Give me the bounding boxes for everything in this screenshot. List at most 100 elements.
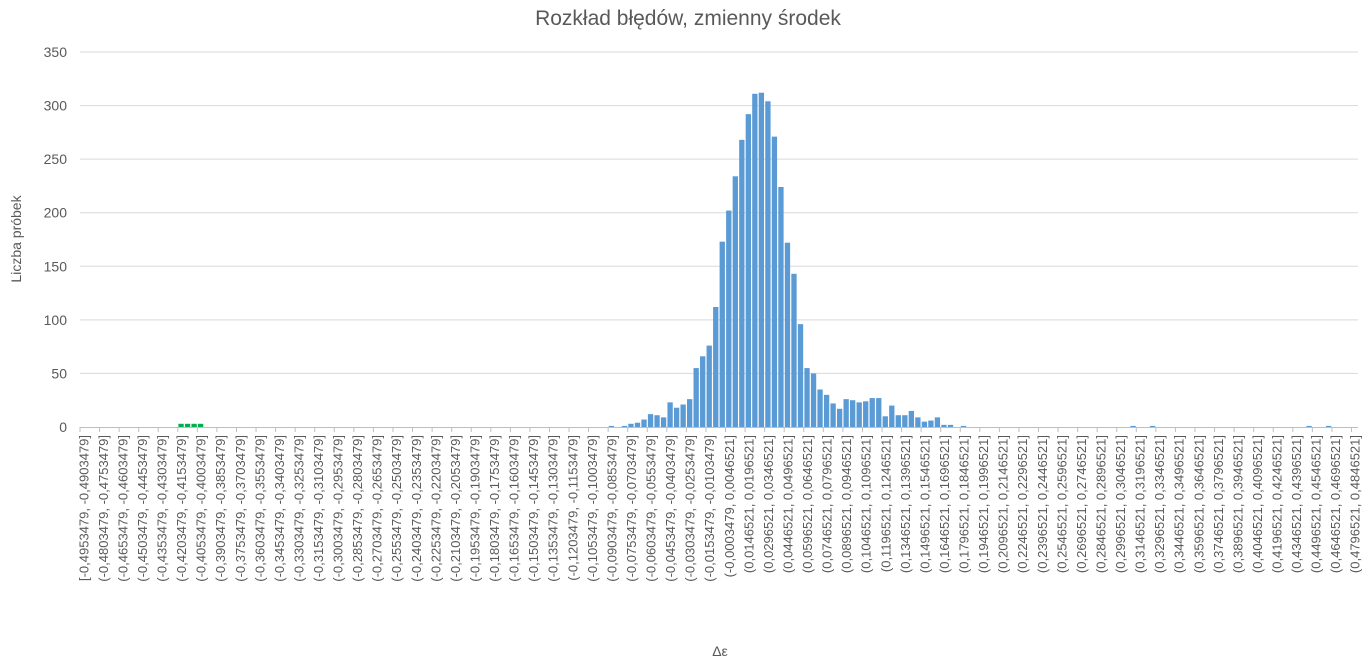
x-tick-label: (-0,2703479, -0,2653479] [370,435,385,582]
x-tick-label: (-0,2403479, -0,2353479] [409,435,424,582]
histogram-bar [960,425,967,427]
x-tick-label: (-0,3753479, -0,3703479] [233,435,248,582]
x-tick-label: (0,1046521, 0,1096521] [859,435,874,573]
histogram-bar [673,407,680,427]
histogram-bar [778,187,784,427]
histogram-bar [745,114,751,427]
x-tick-label: [-0,4953479, -0,4903479] [76,435,91,581]
x-tick-label: (-0,3453479, -0,3403479] [272,435,287,582]
histogram-bar [621,425,628,427]
x-tick-label: (-0,3303479, -0,3253479] [291,435,306,582]
histogram-bar [713,307,719,427]
x-tick-label: (0,2996521, 0,3046521] [1113,435,1128,573]
x-tick-label: (-0,0303479, -0,0253479] [683,435,698,582]
x-tick-label: (0,2396521, 0,2446521] [1035,435,1050,573]
x-tick-label: (0,2546521, 0,2596521] [1054,435,1069,573]
x-tick-label: (0,4496521, 0,4546521] [1309,435,1324,573]
x-tick-label: (-0,2103479, -0,2053479] [448,435,463,582]
histogram-bar [700,356,706,427]
x-tick-label: (0,1646521, 0,1696521] [937,435,952,573]
histogram-bar [797,324,804,427]
x-tick-label: (-0,1653479, -0,1603479] [507,435,522,582]
y-tick-label: 50 [51,365,67,381]
x-tick-label: (-0,4653479, -0,4603479] [115,435,130,582]
x-tick-label: (0,0296521, 0,0346521] [761,435,776,573]
x-tick-label: (0,4796521, 0,4846521] [1348,435,1363,573]
y-axis-label: Liczba próbek [8,194,24,282]
x-tick-label: (0,1346521, 0,1396521] [898,435,913,573]
x-tick-label: (0,0596521, 0,0646521] [800,435,815,573]
x-tick-label: (-0,0603479, -0,0553479] [644,435,659,582]
x-tick-label: (0,2696521, 0,2746521] [1074,435,1089,573]
x-tick-label: (-0,0453479, -0,0403479] [663,435,678,582]
x-tick-label: (-0,1503479, -0,1453479] [526,435,541,582]
x-tick-label: (-0,3003479, -0,2953479] [331,435,346,582]
y-tick-label: 150 [44,258,68,274]
x-tick-label: (0,3896521, 0,3946521] [1230,435,1245,573]
histogram-bar [869,398,875,427]
x-tick-label: (-0,3153479, -0,3103479] [311,435,326,582]
histogram-bar [178,423,184,427]
x-tick-label: (-0,4053479, -0,4003479] [194,435,209,582]
histogram-bar [856,402,862,427]
x-tick-label: (-0,3903479, -0,3853479] [213,435,228,582]
histogram-bar [732,176,738,427]
histogram-bar [843,399,849,427]
x-tick-label: (0,2846521, 0,2896521] [1093,435,1108,573]
histogram-bar [1306,425,1312,427]
y-axis-ticks: 0 50 100 150 200 250 300 350 [44,44,68,435]
x-tick-label: (-0,4803479, -0,4753479] [96,435,111,582]
x-tick-label: (0,4046521, 0,4096521] [1250,435,1265,573]
x-tick-label: (-0,1203479, -0,1153479] [565,435,580,581]
x-tick-label: (0,2246521, 0,2296521] [1015,435,1030,573]
histogram-bar [647,414,654,427]
gridlines [80,51,1358,374]
bars [178,92,1332,428]
histogram-bar [1326,425,1332,427]
x-tick-label: (-0,1803479, -0,1753479] [487,435,502,582]
x-tick-label: (-0,1953479, -0,1903479] [467,435,482,582]
x-tick-label: (0,3746521, 0,3796521] [1211,435,1226,573]
histogram-bar [804,368,810,427]
x-tick-label: (-0,4503479, -0,4453479] [135,435,150,582]
histogram-bar [902,415,908,427]
x-tick-label: (-0,4203479, -0,4153479] [174,435,189,582]
histogram-bar [947,424,954,427]
histogram-bar [628,423,634,427]
x-tick-label: (-0,0753479, -0,0703479] [624,435,639,582]
histogram-bar [739,139,745,428]
histogram-bar [608,425,615,427]
x-tick-label: (0,0446521, 0,0496521] [780,435,795,573]
y-tick-label: 350 [44,44,68,60]
y-tick-label: 250 [44,151,68,167]
histogram-bar [928,420,934,427]
x-tick-label: (0,4196521, 0,4246521] [1269,435,1284,573]
histogram-bar [915,417,921,427]
x-tick-label: (-0,2853479, -0,2803479] [350,435,365,582]
histogram-bar [921,421,928,427]
x-tick-label: (-0,2553479, -0,2503479] [389,435,404,582]
histogram-bar [836,408,843,427]
histogram-bar [1130,425,1136,427]
histogram-bar [876,398,882,427]
x-tick-label: (0,3446521, 0,3496521] [1172,435,1187,573]
histogram-bar [941,424,947,427]
histogram-bar [680,404,686,427]
histogram-bar [693,368,699,427]
x-tick-label: (0,3296521, 0,3346521] [1152,435,1167,573]
x-tick-label: (0,3596521, 0,3646521] [1191,435,1206,573]
x-tick-label: (0,0746521, 0,0796521] [820,435,835,573]
histogram-bar [895,415,901,427]
x-tick-label: (-0,2253479, -0,2203479] [428,435,443,582]
x-tick-label: (0,0896521, 0,0946521] [839,435,854,573]
histogram-bar [817,389,823,427]
histogram-bar [197,423,204,427]
histogram-bar [758,92,765,428]
y-tick-label: 0 [59,419,67,435]
histogram-bar [934,417,941,427]
x-axis-label: Δε [712,643,728,659]
histogram-bar [823,394,830,427]
x-tick-label: (-0,0153479, -0,0103479] [702,435,717,582]
x-tick-label: (-0,4353479, -0,4303479] [155,435,170,582]
